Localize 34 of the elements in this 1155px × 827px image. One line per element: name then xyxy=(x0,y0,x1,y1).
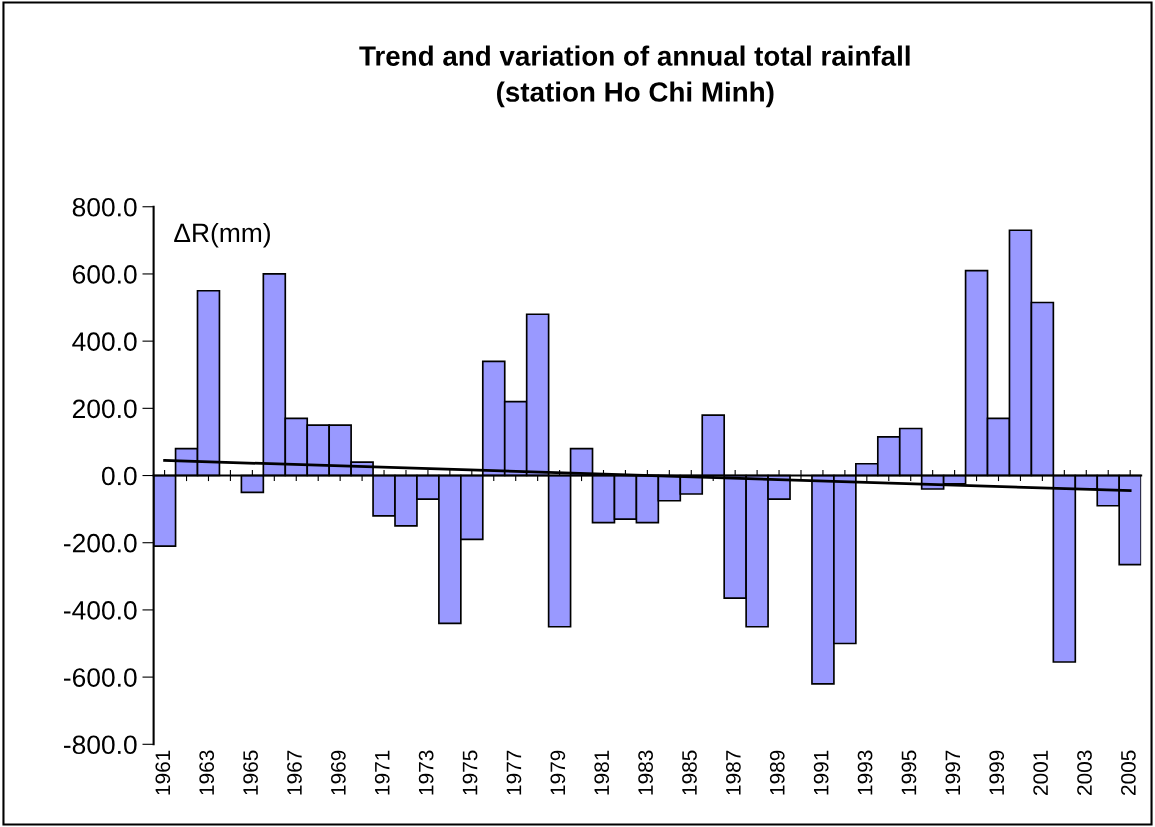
y-tick-label: 600.0 xyxy=(72,265,137,284)
x-tick-label: 1977 xyxy=(506,750,522,795)
y-axis-title: ΔR(mm) xyxy=(174,222,270,248)
x-tick-label: 1987 xyxy=(726,750,741,795)
y-tick-label: 200.0 xyxy=(72,399,137,419)
y-tick-label: -200.0 xyxy=(64,533,137,553)
y-tick-label: 0.0 xyxy=(101,466,137,486)
x-tick-label: 1967 xyxy=(287,750,302,795)
x-tick-label: 1991 xyxy=(813,750,829,795)
x-tick-label: 1963 xyxy=(199,750,215,795)
x-tick-label: 2001 xyxy=(1033,750,1048,795)
x-tick-label: 1989 xyxy=(769,750,785,795)
x-tick-label: 1995 xyxy=(901,750,917,795)
x-tick-label: 1971 xyxy=(374,750,390,795)
y-tick-label: -800.0 xyxy=(64,735,137,755)
x-tick-label: 1983 xyxy=(638,750,653,795)
y-tick-label: 400.0 xyxy=(72,332,137,351)
x-tick-label: 1965 xyxy=(243,750,258,795)
x-tick-label: 1981 xyxy=(594,750,610,795)
x-tick-label: 1973 xyxy=(418,750,434,795)
x-tick-label: 1997 xyxy=(945,750,961,795)
x-tick-label: 2003 xyxy=(1077,750,1092,795)
x-tick-label: 1979 xyxy=(550,750,566,795)
y-tick-label: -600.0 xyxy=(64,668,137,687)
x-tick-label: 2005 xyxy=(1121,750,1136,795)
y-tick-label: -400.0 xyxy=(64,601,137,620)
x-tick-label: 1969 xyxy=(330,750,346,795)
x-tick-label: 1999 xyxy=(989,750,1005,795)
y-tick-label: 800.0 xyxy=(72,197,137,217)
x-tick-label: 1985 xyxy=(682,750,697,795)
chart-title: Trend and variation of annual total rainfall (station Ho Chi Minh) xyxy=(359,45,910,108)
x-tick-label: 1961 xyxy=(155,750,171,795)
x-tick-label: 1993 xyxy=(857,750,873,795)
x-tick-label: 1975 xyxy=(462,750,478,795)
